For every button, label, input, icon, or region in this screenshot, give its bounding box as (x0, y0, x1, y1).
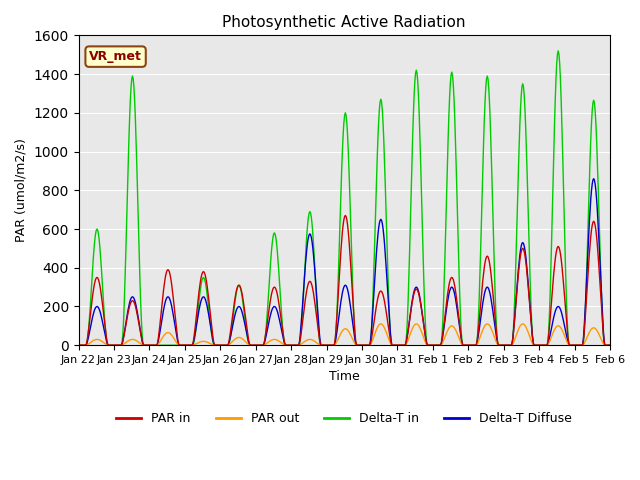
Legend: PAR in, PAR out, Delta-T in, Delta-T Diffuse: PAR in, PAR out, Delta-T in, Delta-T Dif… (111, 407, 577, 430)
Y-axis label: PAR (umol/m2/s): PAR (umol/m2/s) (15, 138, 28, 242)
X-axis label: Time: Time (329, 371, 360, 384)
Text: VR_met: VR_met (89, 50, 142, 63)
Title: Photosynthetic Active Radiation: Photosynthetic Active Radiation (223, 15, 466, 30)
